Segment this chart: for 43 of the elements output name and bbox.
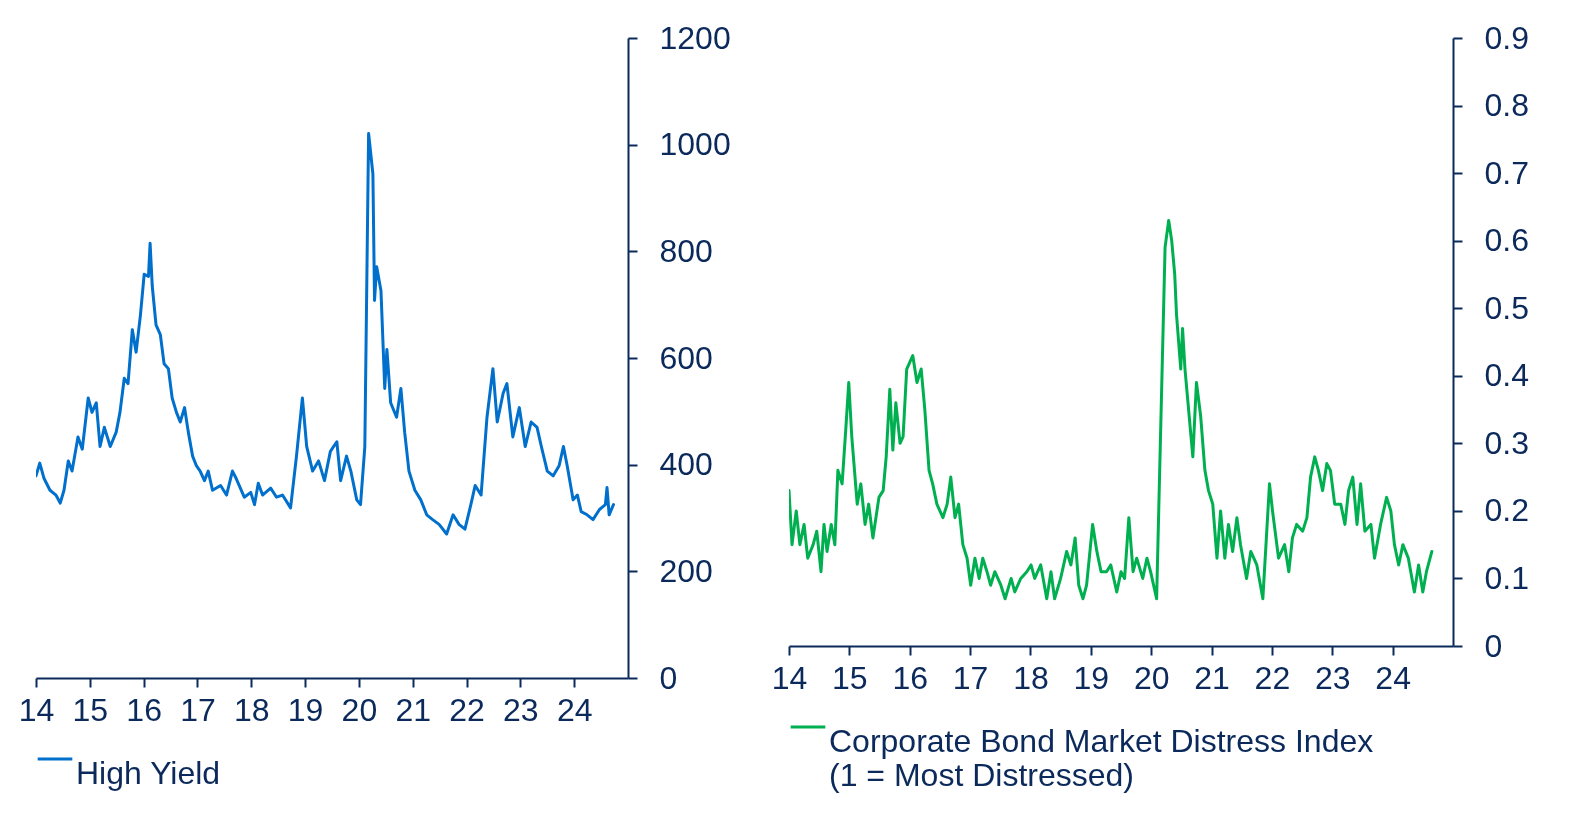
y-tick-label: 0.3 [1484, 424, 1529, 461]
x-tick-label: 21 [1194, 659, 1230, 696]
x-tick-label: 15 [72, 691, 109, 728]
x-tick-label: 17 [180, 691, 216, 728]
x-tick-label: 23 [1314, 659, 1351, 696]
x-tick-label: 20 [1133, 659, 1170, 696]
x-tick-label: 24 [1375, 659, 1411, 696]
y-tick-label: 0.9 [1484, 19, 1529, 56]
y-tick-label: 600 [659, 339, 713, 376]
y-tick-label: 0.6 [1484, 222, 1529, 259]
x-tick-label: 24 [556, 691, 593, 728]
y-tick-label: 0 [1484, 627, 1503, 664]
x-tick-label: 20 [341, 691, 378, 728]
y-tick-label: 200 [659, 552, 713, 589]
x-tick-label: 15 [832, 659, 868, 696]
x-tick-label: 14 [771, 659, 808, 696]
x-tick-label: 21 [395, 691, 432, 728]
legend-label: Corporate Bond Market Distress Index (1 = Most Distressed) [829, 723, 1374, 793]
y-tick-label: 0.4 [1484, 357, 1529, 394]
y-tick-label: 400 [659, 446, 713, 483]
x-tick-label: 22 [1254, 659, 1291, 696]
legend-label: High Yield [76, 755, 221, 791]
x-tick-label: 19 [287, 691, 324, 728]
x-tick-label: 18 [233, 691, 270, 728]
x-tick-label: 19 [1073, 659, 1110, 696]
x-tick-label: 16 [126, 691, 162, 728]
x-tick-label: 23 [503, 691, 539, 728]
y-tick-label: 1200 [659, 19, 731, 56]
x-tick-label: 18 [1013, 659, 1049, 696]
x-tick-label: 22 [449, 691, 485, 728]
y-tick-label: 0.5 [1484, 289, 1529, 326]
y-tick-label: 0.2 [1484, 492, 1529, 529]
y-tick-label: 1000 [659, 126, 731, 163]
y-tick-label: 800 [659, 232, 713, 269]
y-tick-label: 0.8 [1484, 87, 1529, 124]
x-tick-label: 14 [18, 691, 55, 728]
x-tick-label: 16 [892, 659, 929, 696]
y-tick-label: 0 [659, 659, 678, 696]
x-tick-label: 17 [952, 659, 989, 696]
y-tick-label: 0.1 [1484, 559, 1529, 596]
line-series [36, 131, 615, 536]
y-tick-label: 0.7 [1484, 154, 1529, 191]
line-series [789, 218, 1434, 601]
